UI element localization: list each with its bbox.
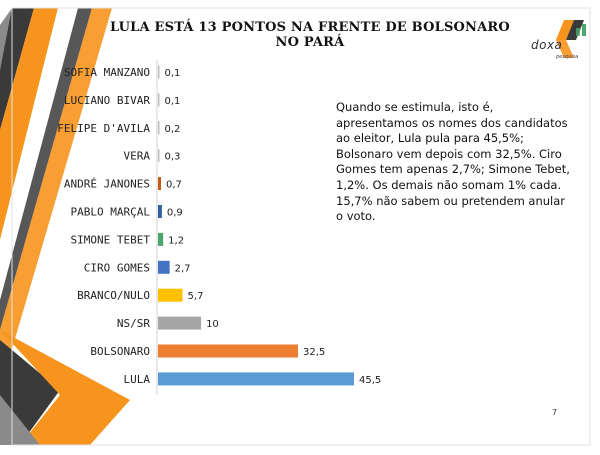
bar-ciro-gomes [158,260,170,274]
value-label-vera: 0,3 [165,152,181,163]
value-label-pablo-marcal: 0,9 [167,208,183,219]
bar-pablo-marcal [158,205,162,218]
swoosh-grey [0,395,40,445]
logo-subtitle: pesquisa [556,54,579,60]
category-label-felipe-d-avila: FELIPE D'AVILA [57,122,150,135]
category-label-sofia-manzano: SOFIA MANZANO [64,66,150,79]
value-label-sofia-manzano: 0,1 [165,68,181,79]
category-label-lula: LULA [124,373,151,386]
swoosh-orange [0,330,130,445]
bar-branco-nulo [158,288,183,302]
value-label-andre-janones: 0,7 [166,180,182,191]
logo-name: doxa [531,38,563,52]
category-label-branco-nulo: BRANCO/NULO [77,289,150,302]
value-label-ciro-gomes: 2,7 [175,263,191,274]
category-label-vera: VERA [124,150,151,163]
category-label-ciro-gomes: CIRO GOMES [84,261,150,274]
bar-lula [158,372,354,386]
value-label-simone-tebet: 1,2 [168,235,184,246]
slide-frame [11,7,591,446]
value-label-branco-nulo: 5,7 [188,291,204,302]
doxa-logo-icon [556,20,586,58]
category-label-luciano-bivar: LUCIANO BIVAR [64,94,150,107]
bar-vera [158,149,160,163]
bar-sofia-manzano [158,65,160,79]
bar-andre-janones [158,177,162,191]
category-label-ns-sr: NS/SR [117,317,150,330]
page-title: LULA ESTÁ 13 PONTOS NA FRENTE DE BOLSONA… [110,20,510,50]
analysis-text: Quando se estimula, isto é, apresentamos… [336,100,570,224]
category-label-simone-tebet: SIMONE TEBET [71,233,151,246]
bar-luciano-bivar [158,93,160,107]
stripe-gap [0,8,78,260]
page-number: 7 [552,408,558,417]
bar-ns-sr [158,316,202,330]
category-label-andre-janones: ANDRÉ JANONES [64,178,150,191]
value-label-ns-sr: 10 [206,319,219,330]
category-label-pablo-marcal: PABLO MARÇAL [71,206,151,219]
bar-bolsonaro [158,344,298,358]
value-label-luciano-bivar: 0,1 [165,96,181,107]
value-label-felipe-d-avila: 0,2 [165,124,181,135]
bar-simone-tebet [158,232,164,246]
value-label-bolsonaro: 32,5 [303,347,325,358]
value-label-lula: 45,5 [359,375,381,386]
bar-felipe-d-avila [158,121,160,135]
category-label-bolsonaro: BOLSONARO [90,345,150,358]
stripe-orange-mid [0,8,112,390]
